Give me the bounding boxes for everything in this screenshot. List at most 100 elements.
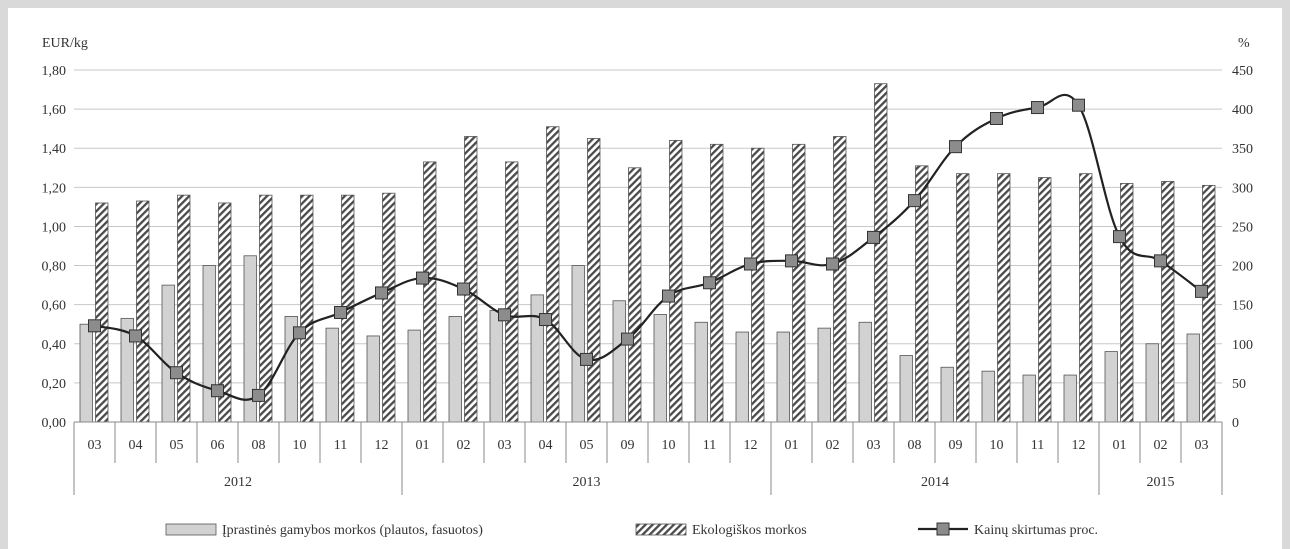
price-difference-marker	[1031, 101, 1044, 115]
price-difference-marker	[908, 194, 921, 208]
price-difference-marker	[170, 366, 183, 380]
x-month-label: 12	[744, 438, 758, 453]
bar-conventional	[1104, 351, 1118, 423]
bar-conventional	[571, 265, 585, 423]
x-month-label: 12	[1072, 438, 1086, 453]
line-layer	[88, 93, 1208, 402]
price-difference-marker	[867, 230, 880, 244]
x-month-label: 11	[334, 438, 347, 453]
axes-layer: 0,00 0,20 0,40 0,60 0,80 1,00 1,20 1,40 1,60 1,80…	[42, 36, 1253, 495]
bar-conventional	[612, 300, 626, 423]
price-difference-marker	[703, 276, 716, 290]
price-difference-marker	[539, 313, 552, 327]
bar-conventional	[79, 323, 93, 423]
x-month-label: 02	[826, 438, 840, 453]
bar-organic	[628, 167, 642, 423]
y-right-tick-label: 100	[1232, 338, 1253, 353]
price-difference-marker	[252, 388, 265, 402]
bars-layer	[79, 83, 1216, 423]
price-difference-marker	[826, 257, 839, 271]
price-difference-marker	[621, 332, 634, 346]
bar-organic	[833, 136, 847, 423]
bar-conventional	[448, 315, 462, 423]
bar-conventional	[1063, 374, 1077, 423]
y-right-tick-label: 350	[1232, 142, 1253, 157]
x-year-label: 2013	[573, 475, 601, 490]
bar-organic	[136, 200, 150, 423]
bar-organic	[874, 83, 888, 423]
legend-price-difference-label: Kainų skirtumas proc.	[974, 523, 1098, 538]
price-difference-marker	[129, 329, 142, 343]
y-left-tick-label: 0,20	[42, 377, 67, 392]
price-difference-marker	[375, 286, 388, 300]
price-difference-marker	[293, 326, 306, 340]
bar-conventional	[940, 366, 954, 423]
price-difference-marker	[662, 289, 675, 303]
y-left-tick-label: 1,20	[42, 181, 67, 196]
legend-organic-label: Ekologiškos morkos	[692, 523, 807, 538]
x-month-label: 03	[867, 438, 881, 453]
bar-organic	[1202, 184, 1216, 423]
y-right-tick-label: 450	[1232, 64, 1253, 79]
price-difference-marker	[785, 254, 798, 268]
x-month-label: 10	[662, 438, 676, 453]
x-year-label: 2015	[1147, 475, 1175, 490]
bar-organic	[382, 192, 396, 423]
bar-conventional	[981, 370, 995, 423]
x-month-label: 08	[908, 438, 922, 453]
bar-organic	[751, 147, 765, 423]
bar-organic	[1079, 173, 1093, 423]
x-month-label: 06	[211, 438, 225, 453]
price-difference-marker	[580, 352, 593, 366]
bar-organic	[669, 139, 683, 423]
y-left-tick-label: 1,60	[42, 103, 67, 118]
bar-organic	[956, 173, 970, 423]
y-right-tick-label: 300	[1232, 181, 1253, 196]
chart-frame: 0,00 0,20 0,40 0,60 0,80 1,00 1,20 1,40 1,60 1,80…	[8, 8, 1282, 549]
bar-conventional	[489, 310, 503, 423]
x-year-label: 2012	[224, 475, 252, 490]
x-month-label: 03	[498, 438, 512, 453]
legend-conventional-swatch	[165, 523, 217, 536]
price-difference-marker	[416, 271, 429, 285]
legend-price-difference-swatch-marker	[936, 522, 950, 536]
legend-conventional-label: Įprastinės gamybos morkos (plautos, fasu…	[222, 523, 483, 538]
y-left-tick-label: 1,00	[42, 220, 67, 235]
y-right-tick-label: 0	[1232, 416, 1239, 431]
price-difference-marker	[498, 308, 511, 322]
x-month-label: 04	[129, 438, 143, 453]
y-left-tick-label: 1,40	[42, 142, 67, 157]
bar-conventional	[202, 265, 216, 423]
bar-organic	[505, 161, 519, 423]
y-left-tick-label: 0,60	[42, 299, 67, 314]
y-right-tick-label: 200	[1232, 260, 1253, 275]
bar-organic	[997, 173, 1011, 423]
bar-organic	[587, 138, 601, 423]
x-month-label: 03	[88, 438, 102, 453]
bar-organic	[1161, 181, 1175, 423]
price-difference-marker	[744, 257, 757, 271]
price-difference-marker	[211, 384, 224, 398]
x-month-label: 02	[457, 438, 471, 453]
price-difference-marker	[990, 111, 1003, 125]
price-difference-marker	[334, 305, 347, 319]
legend-organic-swatch	[635, 523, 687, 536]
bar-conventional	[366, 335, 380, 423]
bar-organic	[792, 143, 806, 423]
bar-organic	[464, 136, 478, 423]
x-month-label: 10	[293, 438, 307, 453]
x-month-label: 12	[375, 438, 389, 453]
x-month-label: 01	[416, 438, 430, 453]
y-left-tick-label: 0,00	[42, 416, 67, 431]
y-right-axis-title: %	[1238, 36, 1250, 51]
x-month-label: 08	[252, 438, 266, 453]
y-left-axis-title: EUR/kg	[42, 36, 88, 51]
y-right-tick-label: 250	[1232, 220, 1253, 235]
chart-svg: 0,00 0,20 0,40 0,60 0,80 1,00 1,20 1,40 1,60 1,80…	[42, 36, 1254, 538]
price-difference-marker	[1113, 230, 1126, 244]
y-left-tick-label: 0,80	[42, 260, 67, 275]
x-month-label: 11	[1031, 438, 1044, 453]
bar-conventional	[735, 331, 749, 423]
bar-organic	[1120, 183, 1134, 423]
bar-organic	[423, 161, 437, 423]
